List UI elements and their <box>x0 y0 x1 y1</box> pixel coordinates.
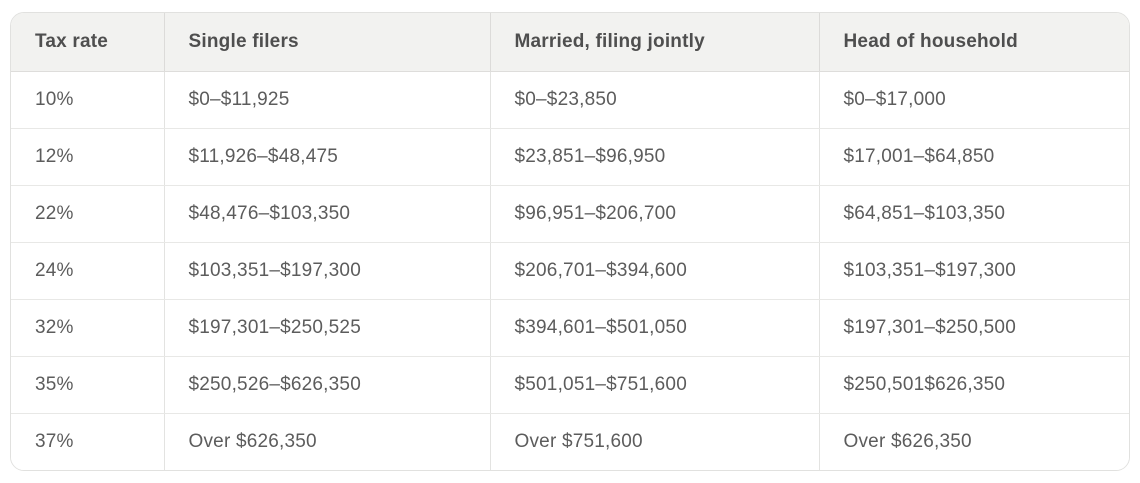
head-of-household-cell: $64,851–$103,350 <box>819 185 1129 243</box>
table-row: 32% $197,301–$250,525 $394,601–$501,050 … <box>11 299 1129 357</box>
column-header-married-filing-jointly: Married, filing jointly <box>490 13 820 72</box>
table-row: 10% $0–$11,925 $0–$23,850 $0–$17,000 <box>11 71 1129 129</box>
head-of-household-cell: $0–$17,000 <box>819 71 1129 129</box>
tax-brackets-table-container: Tax rate Single filers Married, filing j… <box>10 12 1130 471</box>
tax-rate-cell: 12% <box>11 128 165 186</box>
head-of-household-cell: $250,501$626,350 <box>819 356 1129 414</box>
tax-rate-cell: 24% <box>11 242 165 300</box>
head-of-household-cell: $103,351–$197,300 <box>819 242 1129 300</box>
tax-rate-cell: 22% <box>11 185 165 243</box>
head-of-household-cell: $17,001–$64,850 <box>819 128 1129 186</box>
single-filers-cell: $103,351–$197,300 <box>164 242 491 300</box>
column-header-head-of-household: Head of household <box>819 13 1129 72</box>
table-header-row: Tax rate Single filers Married, filing j… <box>11 13 1129 72</box>
table-row: 37% Over $626,350 Over $751,600 Over $62… <box>11 413 1129 470</box>
single-filers-cell: $48,476–$103,350 <box>164 185 491 243</box>
table-row: 24% $103,351–$197,300 $206,701–$394,600 … <box>11 242 1129 300</box>
single-filers-cell: $0–$11,925 <box>164 71 491 129</box>
tax-brackets-table: Tax rate Single filers Married, filing j… <box>11 13 1129 470</box>
single-filers-cell: $11,926–$48,475 <box>164 128 491 186</box>
column-header-tax-rate: Tax rate <box>11 13 165 72</box>
tax-rate-cell: 35% <box>11 356 165 414</box>
married-jointly-cell: $394,601–$501,050 <box>490 299 820 357</box>
tax-rate-cell: 10% <box>11 71 165 129</box>
married-jointly-cell: $96,951–$206,700 <box>490 185 820 243</box>
married-jointly-cell: $206,701–$394,600 <box>490 242 820 300</box>
column-header-single-filers: Single filers <box>164 13 491 72</box>
table-row: 22% $48,476–$103,350 $96,951–$206,700 $6… <box>11 185 1129 243</box>
single-filers-cell: Over $626,350 <box>164 413 491 470</box>
single-filers-cell: $197,301–$250,525 <box>164 299 491 357</box>
married-jointly-cell: $23,851–$96,950 <box>490 128 820 186</box>
head-of-household-cell: Over $626,350 <box>819 413 1129 470</box>
head-of-household-cell: $197,301–$250,500 <box>819 299 1129 357</box>
single-filers-cell: $250,526–$626,350 <box>164 356 491 414</box>
table-row: 35% $250,526–$626,350 $501,051–$751,600 … <box>11 356 1129 414</box>
married-jointly-cell: $0–$23,850 <box>490 71 820 129</box>
married-jointly-cell: Over $751,600 <box>490 413 820 470</box>
married-jointly-cell: $501,051–$751,600 <box>490 356 820 414</box>
tax-rate-cell: 32% <box>11 299 165 357</box>
tax-rate-cell: 37% <box>11 413 165 470</box>
table-row: 12% $11,926–$48,475 $23,851–$96,950 $17,… <box>11 128 1129 186</box>
